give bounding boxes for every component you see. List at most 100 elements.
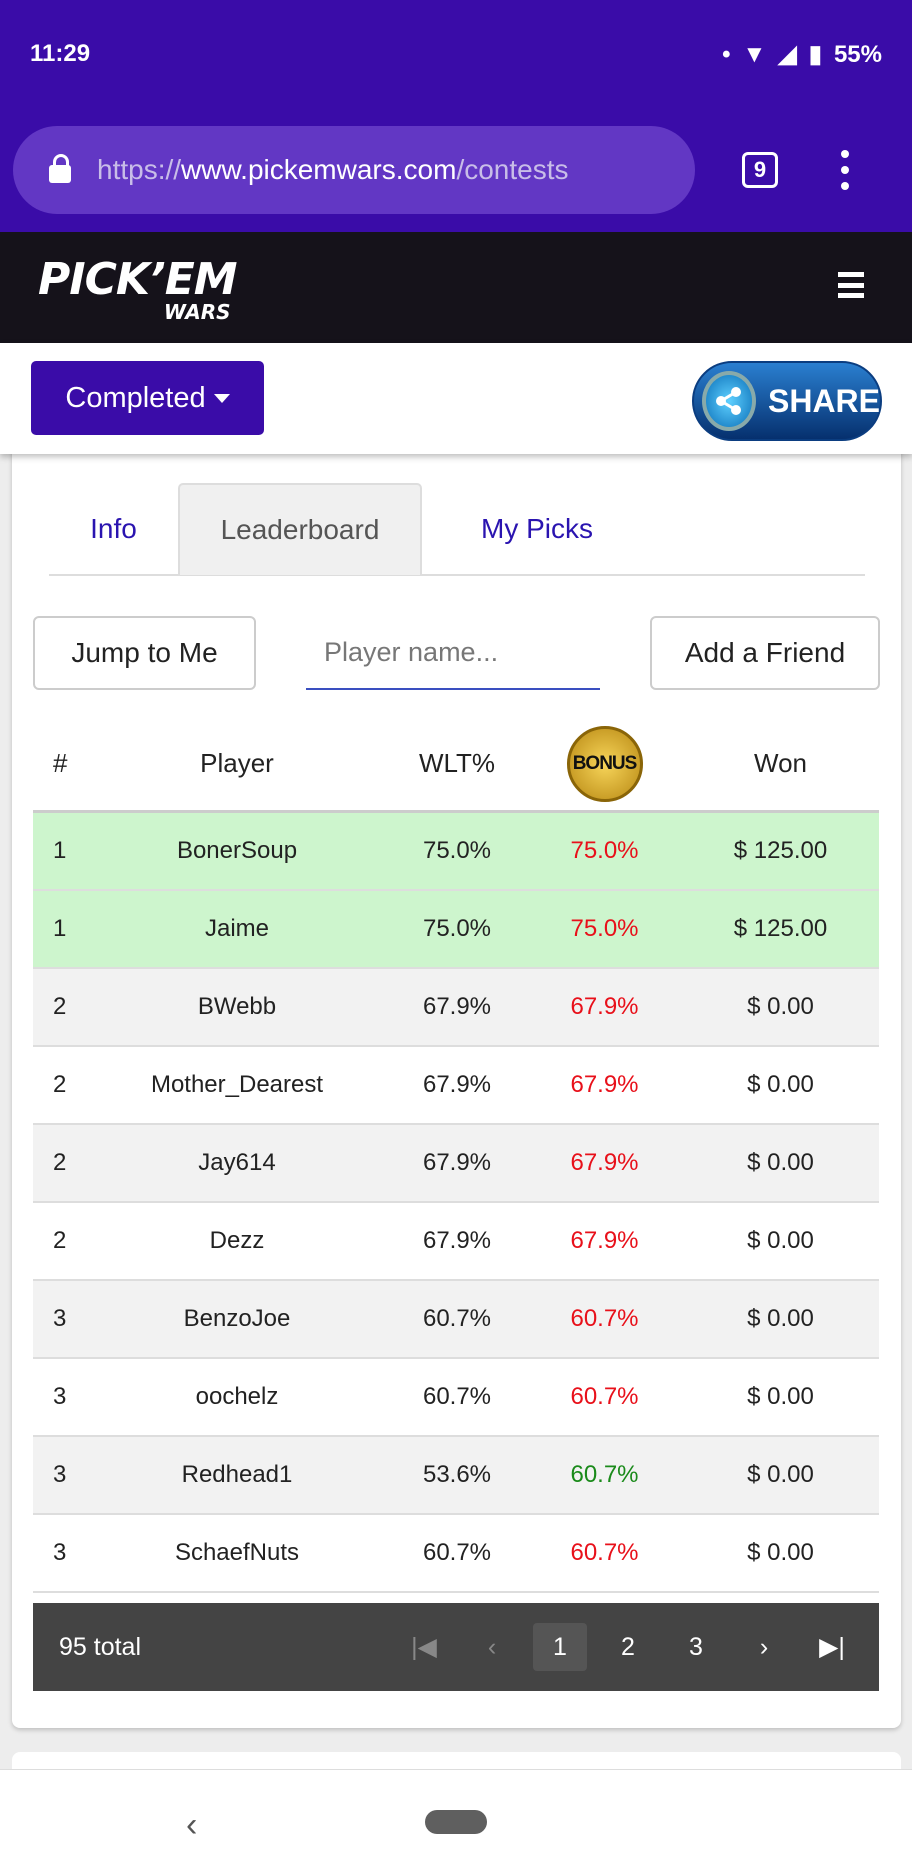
address-bar[interactable]: https://www.pickemwars.com/contests [13, 126, 695, 214]
header-wlt[interactable]: WLT% [418, 748, 496, 778]
first-page-icon[interactable]: |◀ [411, 1633, 437, 1661]
player-search-input[interactable] [306, 616, 600, 690]
leaderboard-table: # Player WLT% BONUS Won 1 BonerSoup 75.0% 7… [33, 717, 879, 1593]
player-cell: SchaefNuts [174, 1539, 300, 1566]
table-row[interactable]: 2 Dezz 67.9% 67.9% $ 0.00 [33, 1203, 879, 1281]
share-icon [702, 371, 756, 431]
rank-cell: 3 [53, 1383, 67, 1410]
tab-leaderboard[interactable]: Leaderboard [178, 483, 422, 575]
tab-switcher-button[interactable]: 9 [742, 152, 778, 188]
table-header: # Player WLT% BONUS Won [33, 717, 879, 813]
player-cell: Redhead1 [181, 1461, 293, 1488]
leaderboard-card: Info Leaderboard My Picks Jump to Me Add… [12, 440, 901, 1728]
bonus-cell: 60.7% [570, 1461, 639, 1488]
notification-dot-icon: • [722, 40, 731, 68]
clock: 11:29 [30, 40, 91, 67]
hamburger-menu-icon[interactable] [838, 272, 864, 298]
table-row[interactable]: 2 Jay614 67.9% 67.9% $ 0.00 [33, 1125, 879, 1203]
bonus-cell: 67.9% [570, 1149, 639, 1176]
url-host: www.pickemwars.com [181, 154, 457, 185]
won-cell: $ 125.00 [733, 837, 828, 864]
page-1-button[interactable]: 1 [533, 1623, 587, 1671]
won-cell: $ 0.00 [747, 1461, 814, 1488]
tab-info[interactable]: Info [90, 513, 137, 544]
bonus-badge-icon[interactable]: BONUS [566, 725, 643, 802]
rank-cell: 1 [53, 915, 67, 942]
header-rank[interactable]: # [53, 748, 68, 778]
page-2-button[interactable]: 2 [621, 1632, 635, 1661]
table-row[interactable]: 3 SchaefNuts 60.7% 60.7% $ 0.00 [33, 1515, 879, 1593]
won-cell: $ 0.00 [747, 1149, 814, 1176]
table-row[interactable]: 1 Jaime 75.0% 75.0% $ 125.00 [33, 891, 879, 969]
wlt-cell: 75.0% [422, 915, 492, 942]
prev-page-icon[interactable]: ‹ [487, 1632, 497, 1661]
total-count: 95 total [59, 1632, 142, 1661]
player-cell: BenzoJoe [183, 1305, 291, 1332]
bonus-cell: 60.7% [570, 1539, 639, 1566]
header-won[interactable]: Won [754, 748, 807, 778]
share-label: SHARE [767, 382, 880, 419]
won-cell: $ 0.00 [747, 1227, 814, 1254]
rank-cell: 2 [53, 993, 67, 1020]
table-row[interactable]: 2 Mother_Dearest 67.9% 67.9% $ 0.00 [33, 1047, 879, 1125]
rank-cell: 2 [53, 1071, 67, 1098]
rank-cell: 1 [53, 837, 67, 864]
signal-icon: ◢ [778, 41, 797, 68]
add-friend-button[interactable]: Add a Friend [650, 616, 880, 690]
system-icons: • ▼ ◢ ▮ 55% [722, 40, 882, 69]
url-path: /contests [456, 154, 569, 185]
won-cell: $ 0.00 [747, 1071, 814, 1098]
last-page-icon[interactable]: ▶| [819, 1633, 845, 1661]
rank-cell: 2 [53, 1227, 67, 1254]
bonus-cell: 75.0% [570, 837, 639, 864]
player-cell: Jay614 [198, 1149, 276, 1176]
next-page-icon[interactable]: › [759, 1632, 769, 1661]
share-button[interactable]: SHARE [692, 361, 882, 441]
bonus-cell: 60.7% [570, 1383, 639, 1410]
won-cell: $ 125.00 [733, 915, 828, 942]
table-row[interactable]: 3 BenzoJoe 60.7% 60.7% $ 0.00 [33, 1281, 879, 1359]
won-cell: $ 0.00 [747, 993, 814, 1020]
bonus-cell: 67.9% [570, 1071, 639, 1098]
battery-level: 55% [833, 40, 882, 68]
won-cell: $ 0.00 [747, 1539, 814, 1566]
bonus-cell: 67.9% [570, 1227, 639, 1254]
tab-my-picks[interactable]: My Picks [481, 513, 593, 544]
site-logo[interactable]: PICK’EM WARS [38, 254, 238, 325]
player-cell: Dezz [209, 1227, 265, 1254]
wlt-cell: 60.7% [422, 1305, 492, 1332]
rank-cell: 2 [53, 1149, 67, 1176]
pagination-bar: 95 total |◀ ‹ 1 2 3 › ▶| [33, 1603, 879, 1691]
player-cell: Jaime [204, 915, 270, 942]
wlt-cell: 60.7% [422, 1539, 492, 1566]
battery-icon: ▮ [808, 41, 822, 68]
site-header: PICK’EM WARS [0, 232, 912, 343]
wifi-icon: ▼ [742, 40, 767, 68]
rank-cell: 3 [53, 1305, 67, 1332]
browser-menu-icon[interactable] [840, 150, 850, 190]
table-row[interactable]: 3 oochelz 60.7% 60.7% $ 0.00 [33, 1359, 879, 1437]
jump-to-me-button[interactable]: Jump to Me [33, 616, 256, 690]
home-pill-icon[interactable] [425, 1810, 487, 1834]
back-icon[interactable]: ‹ [186, 1806, 198, 1844]
player-cell: BonerSoup [176, 837, 298, 864]
contest-toolbar: Completed SHARE [0, 343, 912, 454]
player-cell: Mother_Dearest [150, 1071, 324, 1098]
bonus-cell: 67.9% [570, 993, 639, 1020]
table-row[interactable]: 1 BonerSoup 75.0% 75.0% $ 125.00 [33, 813, 879, 891]
table-row[interactable]: 2 BWebb 67.9% 67.9% $ 0.00 [33, 969, 879, 1047]
bonus-cell: 60.7% [570, 1305, 639, 1332]
wlt-cell: 67.9% [422, 993, 492, 1020]
rank-cell: 3 [53, 1539, 67, 1566]
android-nav-bar: ‹ [0, 1769, 912, 1875]
rank-cell: 3 [53, 1461, 67, 1488]
player-cell: oochelz [195, 1383, 279, 1410]
wlt-cell: 75.0% [422, 837, 492, 864]
wlt-cell: 53.6% [422, 1461, 492, 1488]
wlt-cell: 60.7% [422, 1383, 492, 1410]
header-player[interactable]: Player [200, 748, 274, 778]
page-3-button[interactable]: 3 [689, 1632, 703, 1661]
status-dropdown[interactable]: Completed [31, 361, 264, 435]
table-row[interactable]: 3 Redhead1 53.6% 60.7% $ 0.00 [33, 1437, 879, 1515]
player-cell: BWebb [197, 993, 277, 1020]
